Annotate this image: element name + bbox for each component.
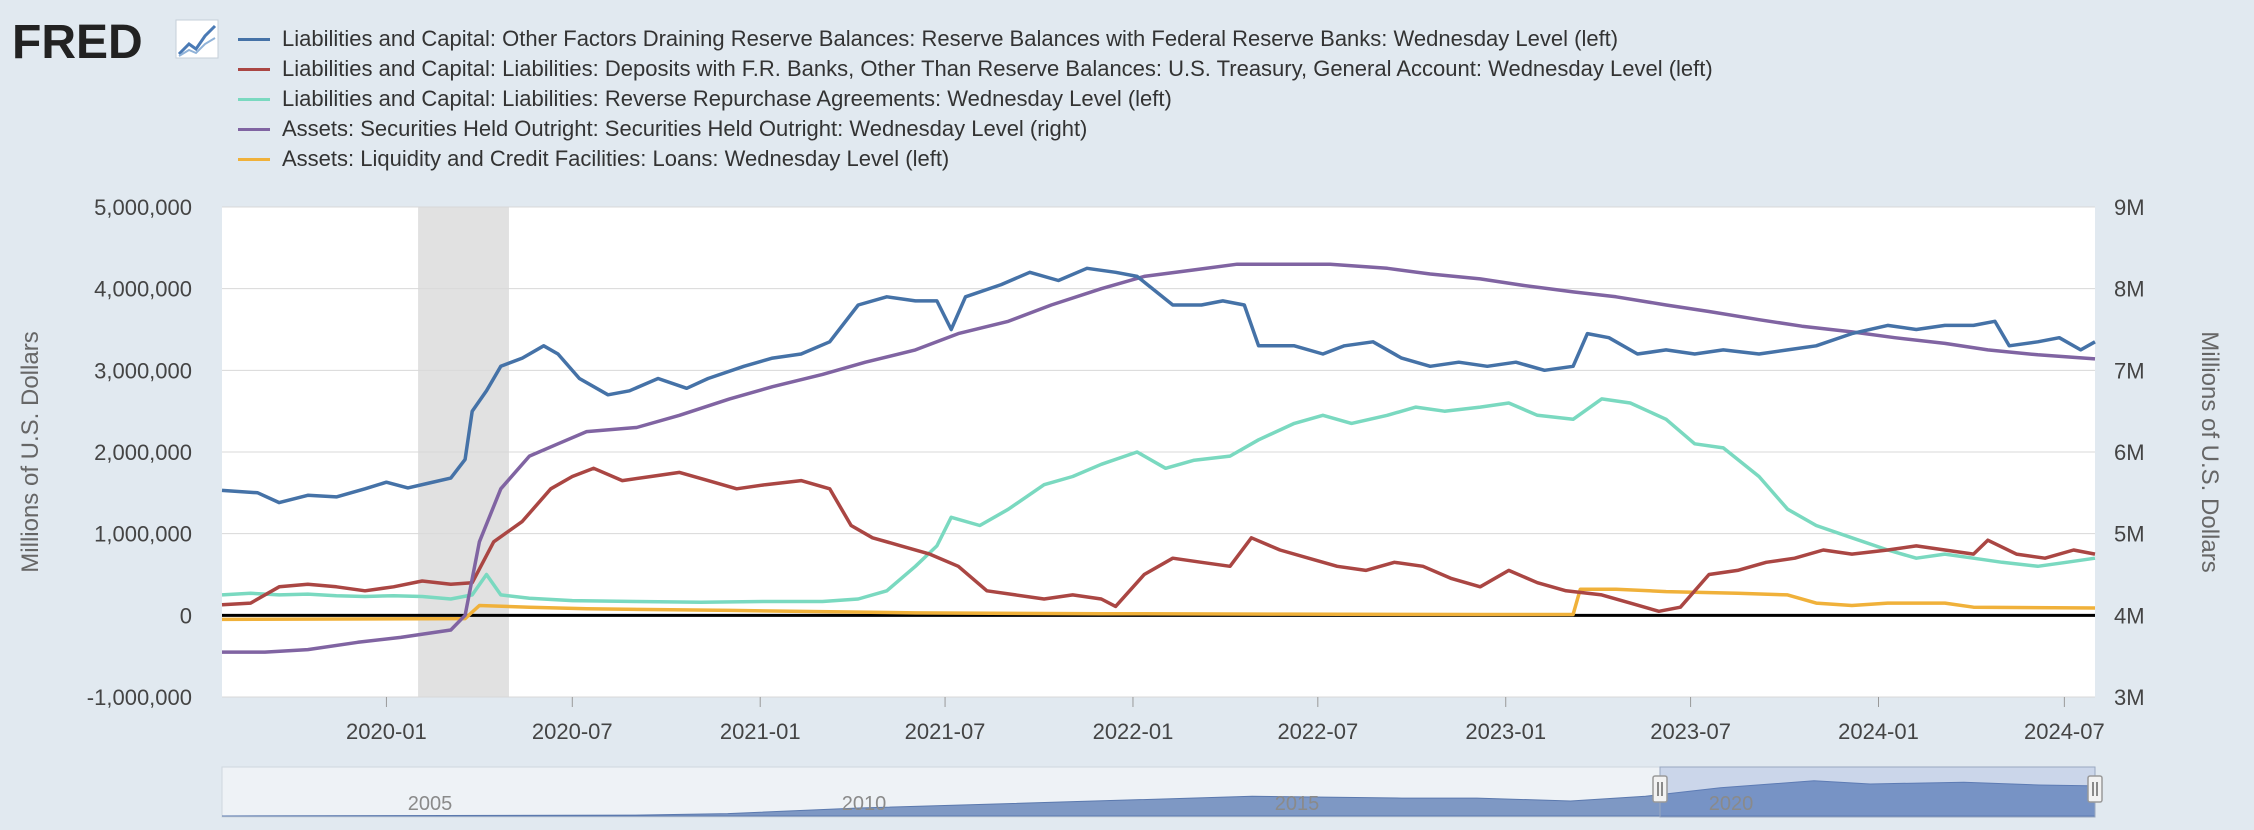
navigator-ticks: 2005 2010 2015 2020 — [408, 793, 1754, 815]
x-tick-label-5: 2022-07 — [1277, 719, 1358, 744]
legend-item-securities-held-outright[interactable]: Assets: Securities Held Outright: Securi… — [238, 114, 1713, 144]
right-axis-tick-labels: 3M 4M 5M 6M 7M 8M 9M — [2114, 195, 2145, 710]
navigator-tick-label-2: 2015 — [1275, 793, 1320, 815]
legend-swatch-reverse-repurchase — [238, 97, 270, 101]
legend-item-reverse-repurchase[interactable]: Liabilities and Capital: Liabilities: Re… — [238, 84, 1713, 114]
left-tick-label-0: -1,000,000 — [87, 685, 192, 710]
left-tick-label-1: 0 — [180, 603, 192, 628]
legend: Liabilities and Capital: Other Factors D… — [238, 24, 1713, 174]
right-tick-label-6: 9M — [2114, 195, 2145, 220]
left-axis-label: Millions of U.S. Dollars — [17, 331, 44, 572]
x-axis-ticks: 2020-01 2020-07 2021-01 2021-07 2022-01 2022-… — [346, 697, 2105, 744]
range-navigator[interactable]: 2005 2010 2015 2020 — [221, 766, 2103, 818]
fred-logo-graphic: FRED — [12, 16, 219, 69]
series-lines — [221, 262, 2096, 654]
right-axis-label: Millions of U.S. Dollars — [2196, 331, 2223, 572]
right-tick-label-0: 3M — [2114, 685, 2145, 710]
legend-swatch-securities-held-outright — [238, 127, 270, 131]
legend-label-treasury-general-account: Liabilities and Capital: Liabilities: De… — [282, 56, 1713, 81]
series-line-loans — [221, 587, 2096, 622]
right-tick-label-2: 5M — [2114, 522, 2145, 547]
legend-label-loans: Assets: Liquidity and Credit Facilities:… — [282, 146, 950, 171]
legend-label-reverse-repurchase: Liabilities and Capital: Liabilities: Re… — [282, 86, 1172, 111]
x-tick-label-7: 2023-07 — [1650, 719, 1731, 744]
legend-item-loans[interactable]: Assets: Liquidity and Credit Facilities:… — [238, 144, 1713, 174]
left-tick-label-2: 1,000,000 — [94, 522, 192, 547]
legend-label-reserve-balances: Liabilities and Capital: Other Factors D… — [282, 26, 1619, 51]
x-tick-label-9: 2024-07 — [2024, 719, 2105, 744]
navigator-area — [221, 780, 2096, 817]
navigator-tick-label-3: 2020 — [1709, 793, 1754, 815]
x-tick-label-8: 2024-01 — [1838, 719, 1919, 744]
x-tick-label-1: 2020-07 — [532, 719, 613, 744]
left-tick-label-5: 4,000,000 — [94, 277, 192, 302]
x-tick-label-4: 2022-01 — [1093, 719, 1174, 744]
series-line-sec — [222, 262, 2096, 654]
x-tick-label-6: 2023-01 — [1465, 719, 1546, 744]
trend-icon — [175, 19, 219, 59]
right-tick-label-4: 7M — [2114, 358, 2145, 383]
left-tick-label-4: 3,000,000 — [94, 358, 192, 383]
x-tick-label-3: 2021-07 — [905, 719, 986, 744]
navigator-tick-label-1: 2010 — [842, 793, 887, 815]
legend-item-treasury-general-account[interactable]: Liabilities and Capital: Liabilities: De… — [238, 54, 1713, 84]
left-tick-label-3: 2,000,000 — [94, 440, 192, 465]
legend-swatch-loans — [238, 157, 270, 161]
navigator-handle-left[interactable] — [1652, 775, 1668, 803]
series-line-rrp — [221, 397, 2096, 605]
x-tick-label-2: 2021-01 — [720, 719, 801, 744]
legend-swatch-treasury-general-account — [238, 67, 270, 71]
left-axis-tick-labels: -1,000,000 0 1,000,000 2,000,000 3,000,000 4,… — [87, 195, 192, 710]
left-tick-label-6: 5,000,000 — [94, 195, 192, 220]
navigator-handle-right[interactable] — [2087, 775, 2103, 803]
legend-label-securities-held-outright: Assets: Securities Held Outright: Securi… — [282, 116, 1088, 141]
right-tick-label-1: 4M — [2114, 603, 2145, 628]
right-tick-label-3: 6M — [2114, 440, 2145, 465]
series-line-reserve — [221, 266, 2096, 505]
x-tick-label-0: 2020-01 — [346, 719, 427, 744]
navigator-tick-label-0: 2005 — [408, 793, 453, 815]
series-line-tga — [221, 466, 2096, 614]
fred-logo-text: FRED — [12, 16, 143, 66]
right-tick-label-5: 8M — [2114, 277, 2145, 302]
legend-item-reserve-balances[interactable]: Liabilities and Capital: Other Factors D… — [238, 24, 1713, 54]
navigator-selected-range[interactable] — [1659, 766, 2096, 818]
fred-logo[interactable]: FRED — [12, 16, 222, 69]
legend-swatch-reserve-balances — [238, 37, 270, 41]
